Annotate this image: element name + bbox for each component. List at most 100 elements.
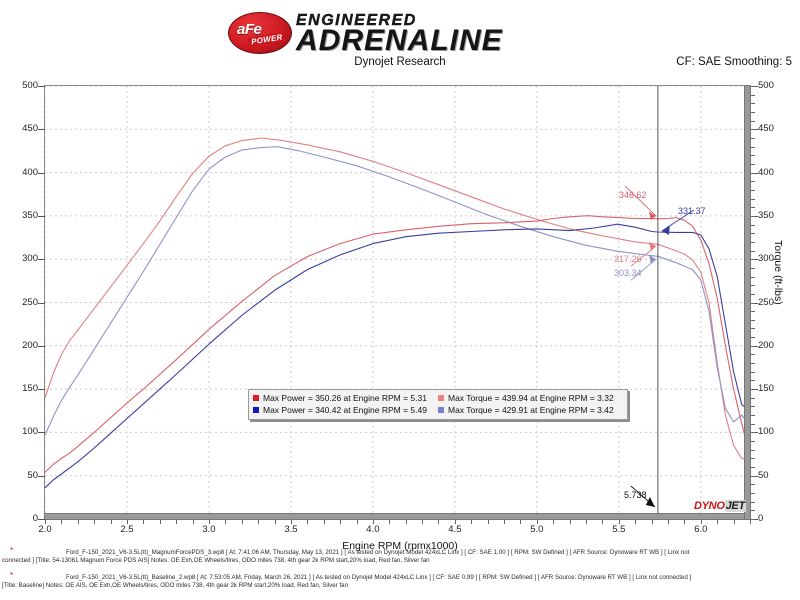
y-axis-right-minor-tick xyxy=(751,319,755,321)
x-axis-minor-tick xyxy=(61,520,63,524)
legend-label: Max Torque = 439.94 at Engine RPM = 3.32 xyxy=(448,393,614,403)
footnote-bullet-icon: * xyxy=(10,546,14,555)
y-axis-right-minor-tick xyxy=(751,389,755,391)
x-axis-minor-tick xyxy=(422,520,424,524)
y-axis-left-tick xyxy=(38,389,45,391)
x-axis-minor-tick xyxy=(602,520,604,524)
y-axis-right-minor-tick xyxy=(751,163,755,165)
y-axis-right-minor-tick xyxy=(751,120,755,122)
legend-label: Max Power = 340.42 at Engine RPM = 5.49 xyxy=(263,405,427,415)
x-axis-minor-tick xyxy=(241,520,243,524)
x-axis-minor-tick xyxy=(372,520,374,524)
y-axis-right-minor-tick xyxy=(751,285,755,287)
afe-logo-text: aFe xyxy=(237,21,262,38)
y-axis-right-minor-tick xyxy=(751,302,755,304)
y-axis-left-tick xyxy=(38,302,45,304)
x-axis-tick-label: 5.0 xyxy=(530,524,544,535)
y-axis-right-minor-tick xyxy=(751,276,755,278)
legend-item-max-torque-red: Max Torque = 439.94 at Engine RPM = 3.32 xyxy=(438,393,623,403)
y-axis-left-tick-label: 0 xyxy=(32,513,38,524)
footnote-run-1: * Ford_F-150_2021_V6-3.5L(tt)_MagnumForc… xyxy=(0,546,800,565)
y-axis-right-minor-tick xyxy=(751,94,755,96)
y-axis-right-minor-tick xyxy=(751,311,755,313)
y-axis-right-minor-tick xyxy=(751,380,755,382)
y-axis-right-minor-tick xyxy=(751,449,755,451)
x-axis-minor-tick xyxy=(717,520,719,524)
tagline-adrenaline: ADRENALINE xyxy=(296,24,503,57)
y-axis-left-tick-label: 350 xyxy=(22,209,38,221)
legend-swatch xyxy=(253,407,259,413)
y-axis-right-minor-tick xyxy=(751,441,755,443)
x-axis-minor-tick xyxy=(110,520,112,524)
correction-factor-label: CF: SAE Smoothing: 5 xyxy=(676,56,792,68)
y-axis-left-tick-label: 500 xyxy=(22,80,38,91)
y-axis-right-bar[interactable] xyxy=(744,85,751,520)
x-axis-minor-tick xyxy=(684,520,686,524)
y-axis-right-minor-tick xyxy=(751,111,755,113)
x-axis-tick-label: 4.5 xyxy=(448,524,462,535)
y-axis-right-tick-label: 0 xyxy=(758,513,764,524)
x-axis-bar[interactable] xyxy=(44,513,751,520)
y-axis-right-minor-tick xyxy=(751,172,755,174)
y-axis-left-tick xyxy=(38,519,45,520)
y-axis-left-tick-label: 200 xyxy=(22,339,38,351)
plot-curves xyxy=(45,86,750,519)
x-axis-minor-tick xyxy=(45,520,46,524)
y-axis-right-tick-label: 200 xyxy=(758,339,774,351)
x-axis-minor-tick xyxy=(536,520,538,524)
y-axis-right-minor-tick xyxy=(751,233,755,235)
annotation-torque-red: 317.26 xyxy=(614,254,642,264)
y-axis-right-minor-tick xyxy=(751,207,755,209)
annotation-power-red: 346.62 xyxy=(619,190,647,200)
x-axis-minor-tick xyxy=(192,520,194,524)
y-axis-left-tick xyxy=(38,86,45,87)
y-axis-right-minor-tick xyxy=(751,181,755,183)
y-axis-right-minor-tick xyxy=(751,146,755,148)
y-axis-right-tick-label: 400 xyxy=(758,166,774,178)
x-axis-minor-tick xyxy=(651,520,653,524)
legend-item-max-power-blue: Max Power = 340.42 at Engine RPM = 5.49 xyxy=(253,405,438,415)
x-axis-minor-tick xyxy=(618,520,620,524)
x-axis-tick-label: 3.5 xyxy=(284,524,298,535)
footnote-run-2: * Ford_F-150_2021_V6-3.5L(tt)_Baseline_2… xyxy=(0,572,800,590)
chart-legend[interactable]: Max Power = 350.26 at Engine RPM = 5.31 … xyxy=(248,389,628,420)
x-axis-minor-tick xyxy=(586,520,588,524)
y-axis-right-minor-tick xyxy=(751,337,755,339)
annotation-torque-blue: 303.34 xyxy=(614,268,642,278)
x-axis-tick-label: 3.0 xyxy=(202,524,216,535)
annotation-power-blue: 331.37 xyxy=(678,206,706,216)
y-axis-left-tick-label: 150 xyxy=(22,383,38,395)
plot-grid xyxy=(45,86,750,519)
x-axis-minor-tick xyxy=(569,520,571,524)
y-axis-left-tick xyxy=(38,172,45,174)
y-axis-right-minor-tick xyxy=(751,293,755,295)
x-axis-minor-tick xyxy=(405,520,407,524)
x-axis-minor-tick xyxy=(454,520,456,524)
y-axis-right-tick-label: 100 xyxy=(758,426,774,438)
x-axis-minor-tick xyxy=(274,520,276,524)
y-axis-right-minor-tick xyxy=(751,467,755,469)
y-axis-left-tick-label: 50 xyxy=(27,469,38,481)
y-axis-right-minor-tick xyxy=(751,501,755,503)
legend-swatch xyxy=(253,395,259,401)
x-axis-minor-tick xyxy=(77,520,79,524)
y-axis-right-minor-tick xyxy=(751,345,755,347)
y-axis-right-minor-tick xyxy=(751,371,755,373)
y-axis-right-minor-tick xyxy=(751,423,755,425)
x-axis-minor-tick xyxy=(520,520,522,524)
x-axis-minor-tick xyxy=(307,520,309,524)
dynojet-watermark: DYNOJET xyxy=(694,500,746,512)
y-axis-left-tick-label: 100 xyxy=(22,426,38,438)
x-axis-tick-label: 5.5 xyxy=(612,524,626,535)
y-axis-right-minor-tick xyxy=(751,250,755,252)
y-axis-left-tick xyxy=(38,432,45,434)
y-axis-right-minor-tick xyxy=(751,103,755,105)
cursor-rpm-value: 5.738 xyxy=(624,490,647,500)
y-axis-right-minor-tick xyxy=(751,241,755,243)
x-axis-minor-tick xyxy=(290,520,292,524)
y-axis-right-minor-tick xyxy=(751,129,755,131)
x-axis-tick-label: 2.5 xyxy=(120,524,134,535)
legend-label: Max Power = 350.26 at Engine RPM = 5.31 xyxy=(263,393,427,403)
legend-item-max-torque-blue: Max Torque = 429.91 at Engine RPM = 3.42 xyxy=(438,405,623,415)
